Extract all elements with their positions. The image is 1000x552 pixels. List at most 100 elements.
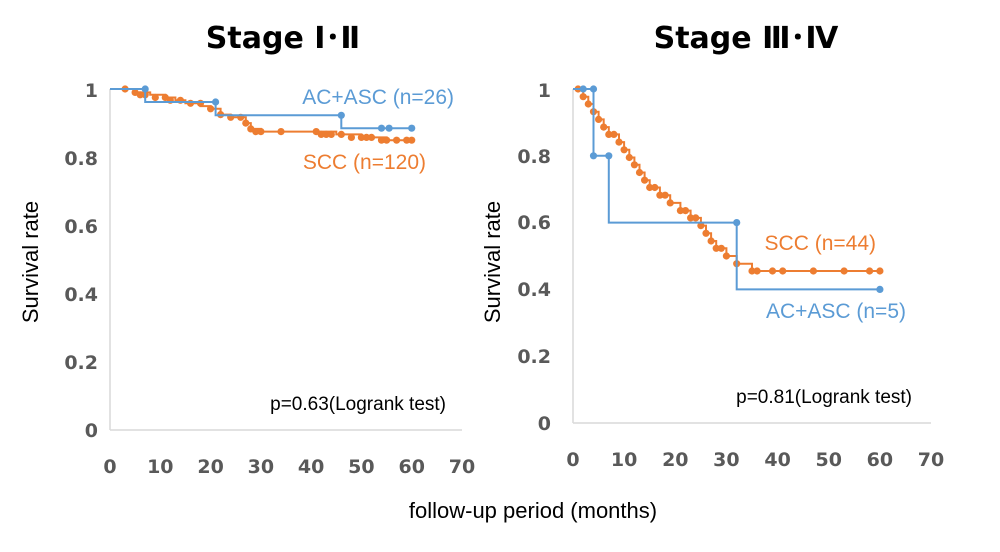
censor-mark (317, 130, 325, 138)
censor-mark (212, 98, 220, 106)
censor-mark (242, 119, 250, 127)
censor-mark (385, 124, 393, 132)
censor-mark (876, 267, 884, 275)
x-tick-label: 60 (398, 456, 424, 478)
y-tick-label: 0.4 (64, 284, 98, 306)
x-tick-label: 70 (918, 449, 944, 471)
series-label-scc: SCC (n=44) (765, 232, 876, 255)
censor-mark (408, 136, 416, 144)
y-tick-label: 0.8 (517, 146, 551, 168)
censor-mark (712, 244, 720, 252)
censor-mark (733, 219, 741, 227)
censor-mark (717, 244, 725, 252)
censor-mark (620, 146, 628, 154)
y-tick-label: 0.2 (517, 346, 551, 368)
x-tick-label: 50 (815, 449, 841, 471)
censor-mark (196, 99, 205, 107)
x-tick-label: 40 (764, 449, 790, 471)
censor-mark (136, 91, 144, 99)
censor-mark (779, 267, 787, 275)
censor-mark (584, 100, 592, 108)
censor-mark (641, 176, 649, 184)
censor-mark (866, 267, 874, 275)
panel-stage-1-2: Stage Ⅰ･Ⅱ Survival rate 0 0.2 0.4 0.6 0.… (18, 21, 475, 478)
censor-mark (383, 136, 391, 144)
x-tick-label: 30 (713, 449, 739, 471)
censor-mark (661, 191, 669, 199)
censor-mark (722, 252, 731, 260)
y-tick-label: 0.8 (64, 148, 98, 170)
censor-mark (876, 285, 884, 293)
censor-mark (605, 152, 613, 160)
censor-mark (367, 133, 376, 141)
panel-stage-3-4: Stage Ⅲ･Ⅳ Survival rate 0 0.2 0.4 0.6 0.… (480, 21, 944, 471)
censor-mark (687, 214, 695, 222)
series-label-ac-asc: AC+ASC (n=5) (766, 300, 906, 323)
censor-mark (337, 111, 345, 119)
censor-mark (257, 128, 265, 136)
censor-mark (393, 136, 401, 144)
y-tick-label: 0.2 (64, 352, 98, 374)
censor-mark (186, 99, 195, 107)
y-axis-title: Survival rate (480, 201, 505, 323)
censor-mark (589, 152, 598, 160)
x-tick-label: 20 (662, 449, 688, 471)
censor-mark (692, 214, 700, 222)
censor-mark (748, 267, 756, 275)
censor-mark (377, 124, 386, 132)
censor-mark (403, 136, 411, 144)
censor-mark (347, 133, 355, 141)
censor-mark (615, 138, 623, 146)
censor-mark (337, 130, 345, 138)
censor-mark (589, 85, 598, 93)
censor-mark (377, 136, 386, 144)
censor-mark (707, 237, 715, 245)
censor-mark (646, 183, 654, 192)
censor-mark (681, 207, 690, 215)
x-tick-label: 50 (348, 456, 374, 478)
censor-mark (768, 267, 777, 275)
censor-mark (579, 85, 587, 93)
x-tick-label: 40 (298, 456, 324, 478)
censor-mark (277, 128, 285, 136)
y-tick-label: 0.4 (517, 279, 551, 301)
censor-mark (651, 183, 659, 192)
x-tick-label: 30 (248, 456, 274, 478)
censor-mark (595, 115, 603, 123)
y-tick-label: 1 (538, 80, 551, 102)
panel-title: Stage Ⅰ･Ⅱ (206, 21, 360, 56)
x-axis-title: follow-up period (months) (409, 498, 657, 523)
censor-mark (702, 229, 710, 237)
censor-mark (362, 133, 371, 141)
censor-mark (635, 168, 644, 177)
censor-mark (141, 85, 149, 93)
censor-mark (809, 267, 818, 275)
censor-mark (676, 207, 685, 215)
censor-mark (322, 130, 330, 138)
plot-area (110, 85, 416, 144)
survival-curve-ac-asc (573, 88, 880, 291)
x-tick-label: 10 (147, 456, 173, 478)
y-tick-label: 1 (85, 80, 98, 102)
censor-mark (600, 123, 608, 131)
y-tick-label: 0.6 (517, 212, 551, 234)
censor-mark (753, 267, 761, 275)
censor-mark (840, 267, 848, 275)
x-tick-label: 20 (197, 456, 223, 478)
x-tick-label: 0 (103, 456, 116, 478)
censor-mark (697, 222, 705, 230)
censor-mark (625, 153, 633, 162)
x-tick-label: 60 (867, 449, 893, 471)
x-tick-label: 10 (611, 449, 637, 471)
censor-mark (151, 93, 159, 102)
censor-mark (666, 199, 674, 207)
censor-mark (252, 128, 260, 136)
censor-mark (656, 191, 664, 199)
y-tick-label: 0.6 (64, 216, 98, 238)
censor-mark (610, 130, 618, 138)
series-label-ac-asc: AC+ASC (n=26) (302, 86, 454, 109)
censor-mark (357, 133, 365, 141)
y-axis-title: Survival rate (18, 201, 43, 323)
x-tick-label: 70 (449, 456, 475, 478)
